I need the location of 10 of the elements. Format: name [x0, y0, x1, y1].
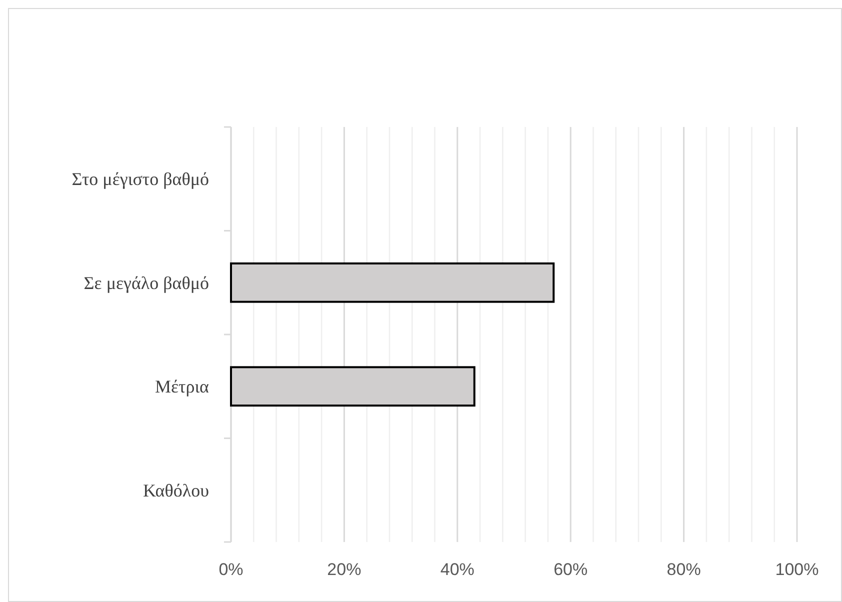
x-tick-label: 60% — [554, 560, 588, 579]
y-tick-label: Μέτρια — [154, 376, 210, 397]
x-tick-label: 80% — [666, 560, 701, 579]
x-tick-label: 20% — [327, 560, 362, 579]
y-tick-label: Καθόλου — [142, 480, 210, 500]
x-tick-label: 40% — [440, 560, 474, 579]
x-tick-label: 0% — [218, 560, 244, 579]
x-tick-label: 100% — [775, 560, 819, 579]
y-tick-label: Σε μεγάλο βαθμό — [84, 272, 209, 293]
y-tick-label: Στο μέγιστο βαθμό — [72, 169, 209, 190]
